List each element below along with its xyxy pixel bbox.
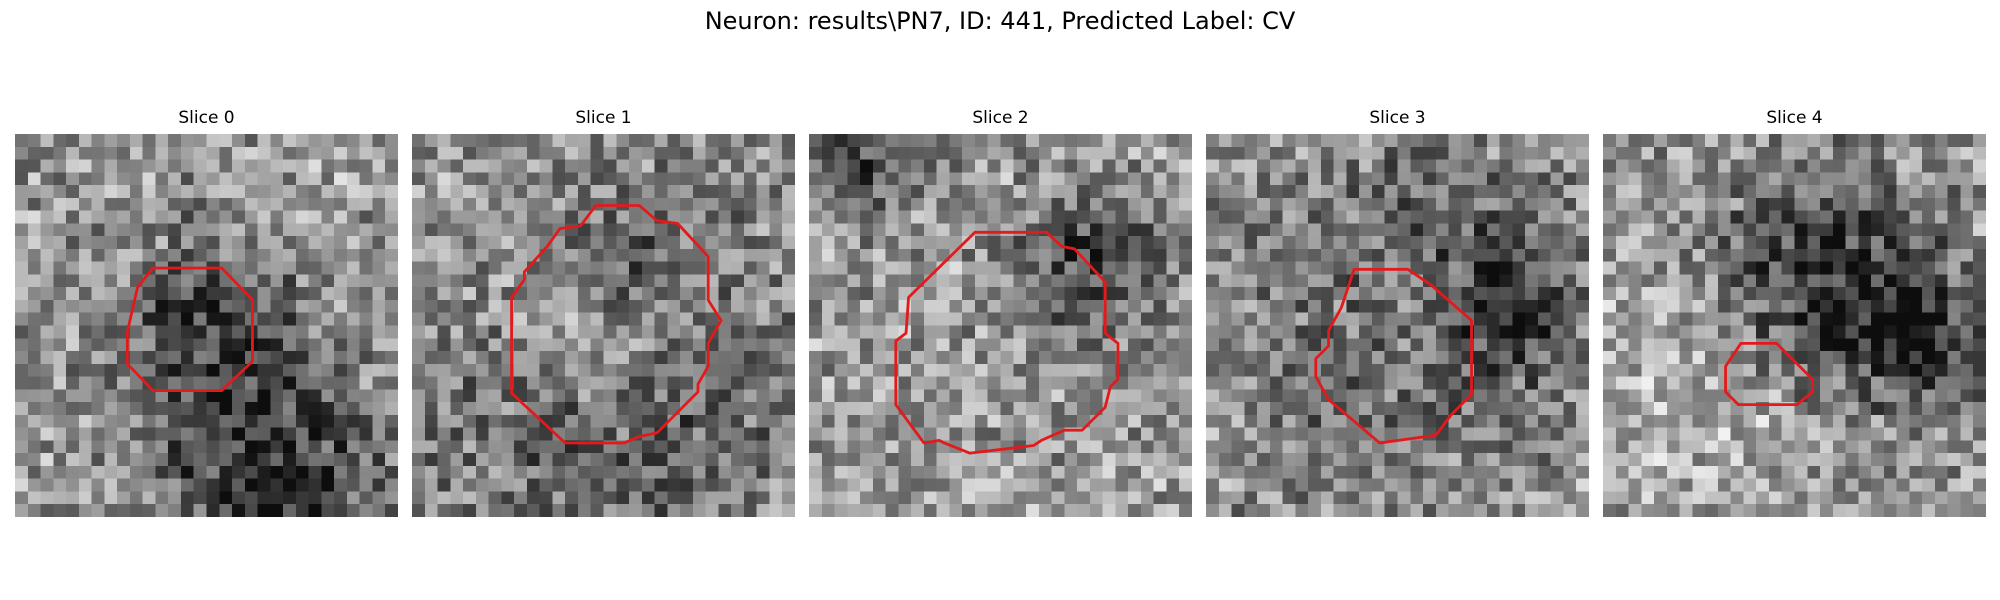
panel-title-slice-1: Slice 1 (575, 108, 632, 128)
slice-2-panel (809, 134, 1192, 517)
slice-0-roi-contour (125, 266, 254, 393)
slice-0-overlay (125, 266, 254, 393)
slice-4-roi-contour (1724, 341, 1814, 407)
slice-2-roi-contour (894, 230, 1120, 455)
slice-1-image (412, 134, 795, 517)
slice-3-panel (1206, 134, 1589, 517)
slice-0-panel (15, 134, 398, 517)
slice-0-image (15, 134, 398, 517)
panel-title-slice-2: Slice 2 (972, 108, 1029, 128)
panel-title-slice-0: Slice 0 (178, 108, 235, 128)
figure-title: Neuron: results\PN7, ID: 441, Predicted … (704, 7, 1296, 35)
slice-4-overlay (1724, 341, 1814, 407)
slice-3-roi-contour (1314, 267, 1473, 445)
slice-4-image (1603, 134, 1986, 517)
slice-1-panel (412, 134, 795, 517)
slice-4-panel (1603, 134, 1986, 517)
slice-3-overlay (1314, 267, 1473, 445)
panel-title-slice-4: Slice 4 (1766, 108, 1823, 128)
slice-3-image (1206, 134, 1589, 517)
slice-1-overlay (510, 204, 723, 445)
slice-2-overlay (894, 230, 1120, 455)
slice-2-image (809, 134, 1192, 517)
slice-1-roi-contour (510, 204, 723, 445)
panel-title-slice-3: Slice 3 (1369, 108, 1426, 128)
